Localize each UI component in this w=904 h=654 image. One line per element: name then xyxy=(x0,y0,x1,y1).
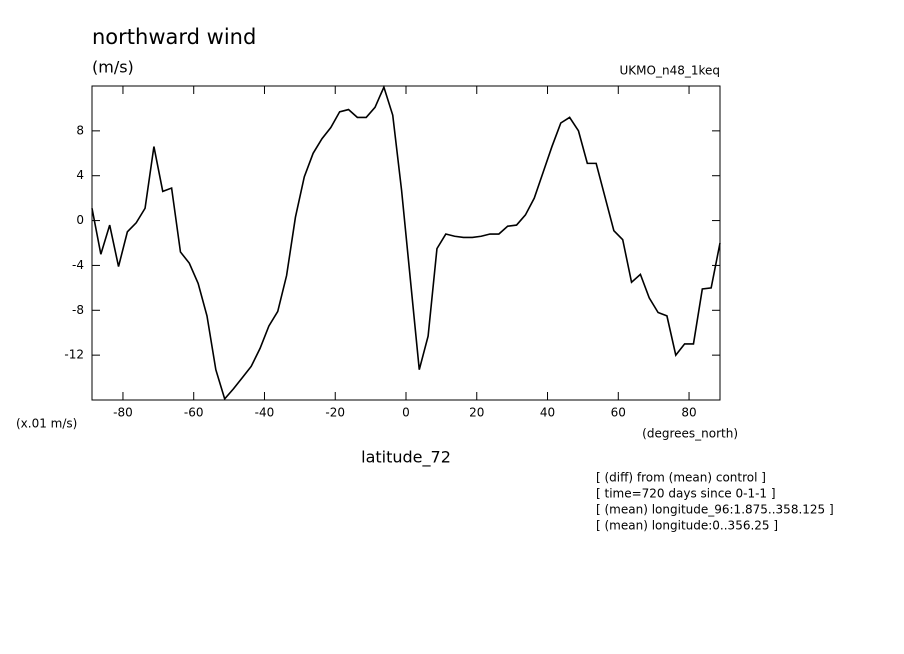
note: [ (mean) longitude_96:1.875..358.125 ] xyxy=(596,503,834,517)
y-tick-label: 0 xyxy=(76,213,84,227)
note: [ (mean) longitude:0..356.25 ] xyxy=(596,519,778,533)
note: [ (diff) from (mean) control ] xyxy=(596,471,766,485)
x-units: (degrees_north) xyxy=(642,427,738,441)
x-tick-label: -20 xyxy=(325,406,345,420)
dataset: UKMO_n48_1keq xyxy=(620,64,720,78)
line xyxy=(91,84,721,401)
x-tick-label: 0 xyxy=(402,406,410,420)
x-axis-label: latitude_72 xyxy=(361,448,451,468)
x-tick-label: 60 xyxy=(611,406,626,420)
x-tick-label: 80 xyxy=(681,406,696,420)
chart-title: northward wind xyxy=(92,25,256,49)
y-tick-label: 4 xyxy=(76,168,84,182)
y-tick-label: -12 xyxy=(64,348,84,362)
y-tick-label: 8 xyxy=(76,123,84,137)
y-tick-label: -8 xyxy=(72,303,84,317)
x-tick-label: 40 xyxy=(540,406,555,420)
y-tick-label: -4 xyxy=(72,258,84,272)
note: [ time=720 days since 0-1-1 ] xyxy=(596,487,776,501)
x-tick-label: 20 xyxy=(469,406,484,420)
y-scale-note: (x.01 m/s) xyxy=(16,417,77,431)
units: (m/s) xyxy=(92,58,134,77)
x-tick-label: -60 xyxy=(184,406,204,420)
x-tick-label: -40 xyxy=(255,406,275,420)
x-tick-label: -80 xyxy=(113,406,133,420)
